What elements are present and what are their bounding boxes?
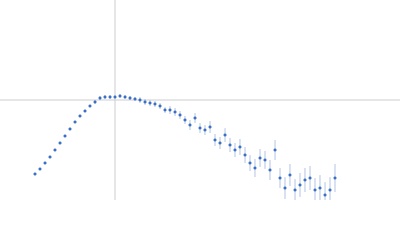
point [108,95,112,99]
point [248,161,252,165]
point [73,120,77,124]
point [98,96,102,100]
point [308,176,312,180]
point [83,109,87,113]
point [43,161,47,165]
point [288,173,292,177]
point [313,188,317,192]
point [273,148,277,152]
point [228,143,232,147]
point [153,102,157,106]
point [333,176,337,180]
point [213,138,217,142]
point [318,186,322,190]
point [183,118,187,122]
point [48,155,52,159]
point [218,141,222,145]
point [88,104,92,108]
point [293,188,297,192]
point [208,125,212,129]
point [178,113,182,117]
point [303,178,307,182]
point [103,95,107,99]
point [158,104,162,108]
chart [0,0,400,200]
point [198,126,202,130]
point [328,188,332,192]
point [118,94,122,98]
point [238,145,242,149]
point [63,134,67,138]
point [58,141,62,145]
point [33,172,37,176]
point [163,108,167,112]
point [143,100,147,104]
point [193,116,197,120]
point [278,176,282,180]
point [93,100,97,104]
point [223,133,227,137]
point [148,101,152,105]
point [258,156,262,160]
point [78,114,82,118]
point [168,108,172,112]
point [283,186,287,190]
point [263,158,267,162]
point [38,167,42,171]
point [138,98,142,102]
point [243,153,247,157]
point [323,193,327,197]
point [53,148,57,152]
point [253,166,257,170]
point [68,127,72,131]
point [133,97,137,101]
point [268,168,272,172]
point [188,123,192,127]
point [128,96,132,100]
point [173,110,177,114]
point [233,148,237,152]
point [298,183,302,187]
point [123,95,127,99]
point [203,128,207,132]
point [113,95,117,99]
